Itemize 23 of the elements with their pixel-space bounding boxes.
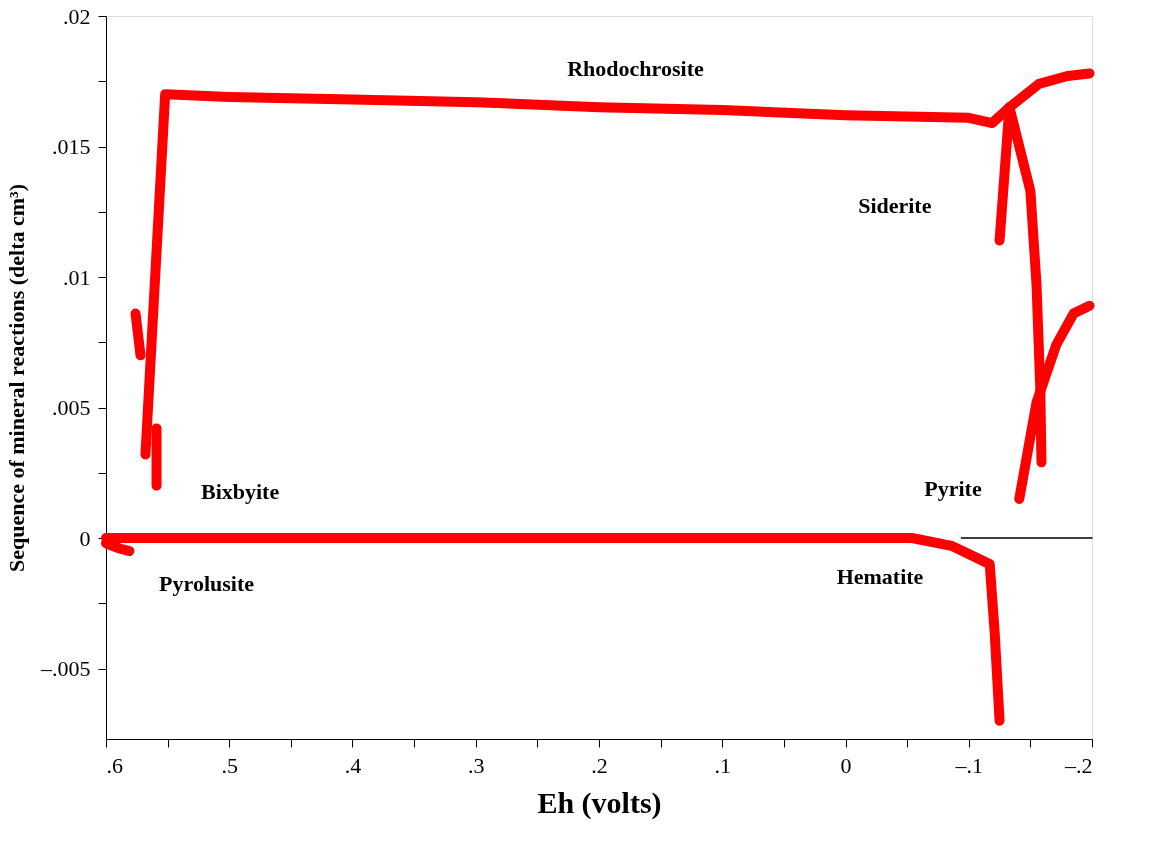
y-tick-label: .01 bbox=[63, 264, 91, 290]
x-tick-label: .2 bbox=[591, 752, 608, 778]
y-tick-label: .02 bbox=[63, 3, 91, 29]
x-tick-label: .6 bbox=[106, 752, 123, 778]
x-tick-label: .1 bbox=[714, 752, 731, 778]
y-tick-label: .005 bbox=[52, 395, 91, 421]
x-tick-label: 0 bbox=[840, 752, 852, 778]
x-axis-title: Eh (volts) bbox=[537, 785, 662, 820]
y-tick-label: .015 bbox=[52, 134, 91, 160]
x-tick-label: –.1 bbox=[954, 752, 983, 778]
annotation: Bixbyite bbox=[200, 478, 280, 504]
annotation: Siderite bbox=[858, 193, 932, 219]
x-tick-label: .4 bbox=[344, 752, 362, 778]
annotation: Pyrolusite bbox=[159, 571, 255, 597]
y-axis-title: Sequence of mineral reactions (delta cm³) bbox=[4, 183, 29, 573]
x-tick-label: .5 bbox=[221, 752, 238, 778]
y-tick-label: –.005 bbox=[40, 656, 91, 682]
annotation: Pyrite bbox=[924, 475, 982, 501]
x-tick-label: –.2 bbox=[1064, 752, 1093, 778]
x-tick-label: .3 bbox=[468, 752, 485, 778]
y-tick-label: 0 bbox=[79, 525, 91, 551]
annotation: Rhodochrosite bbox=[567, 55, 704, 81]
annotation: Hematite bbox=[836, 564, 924, 590]
